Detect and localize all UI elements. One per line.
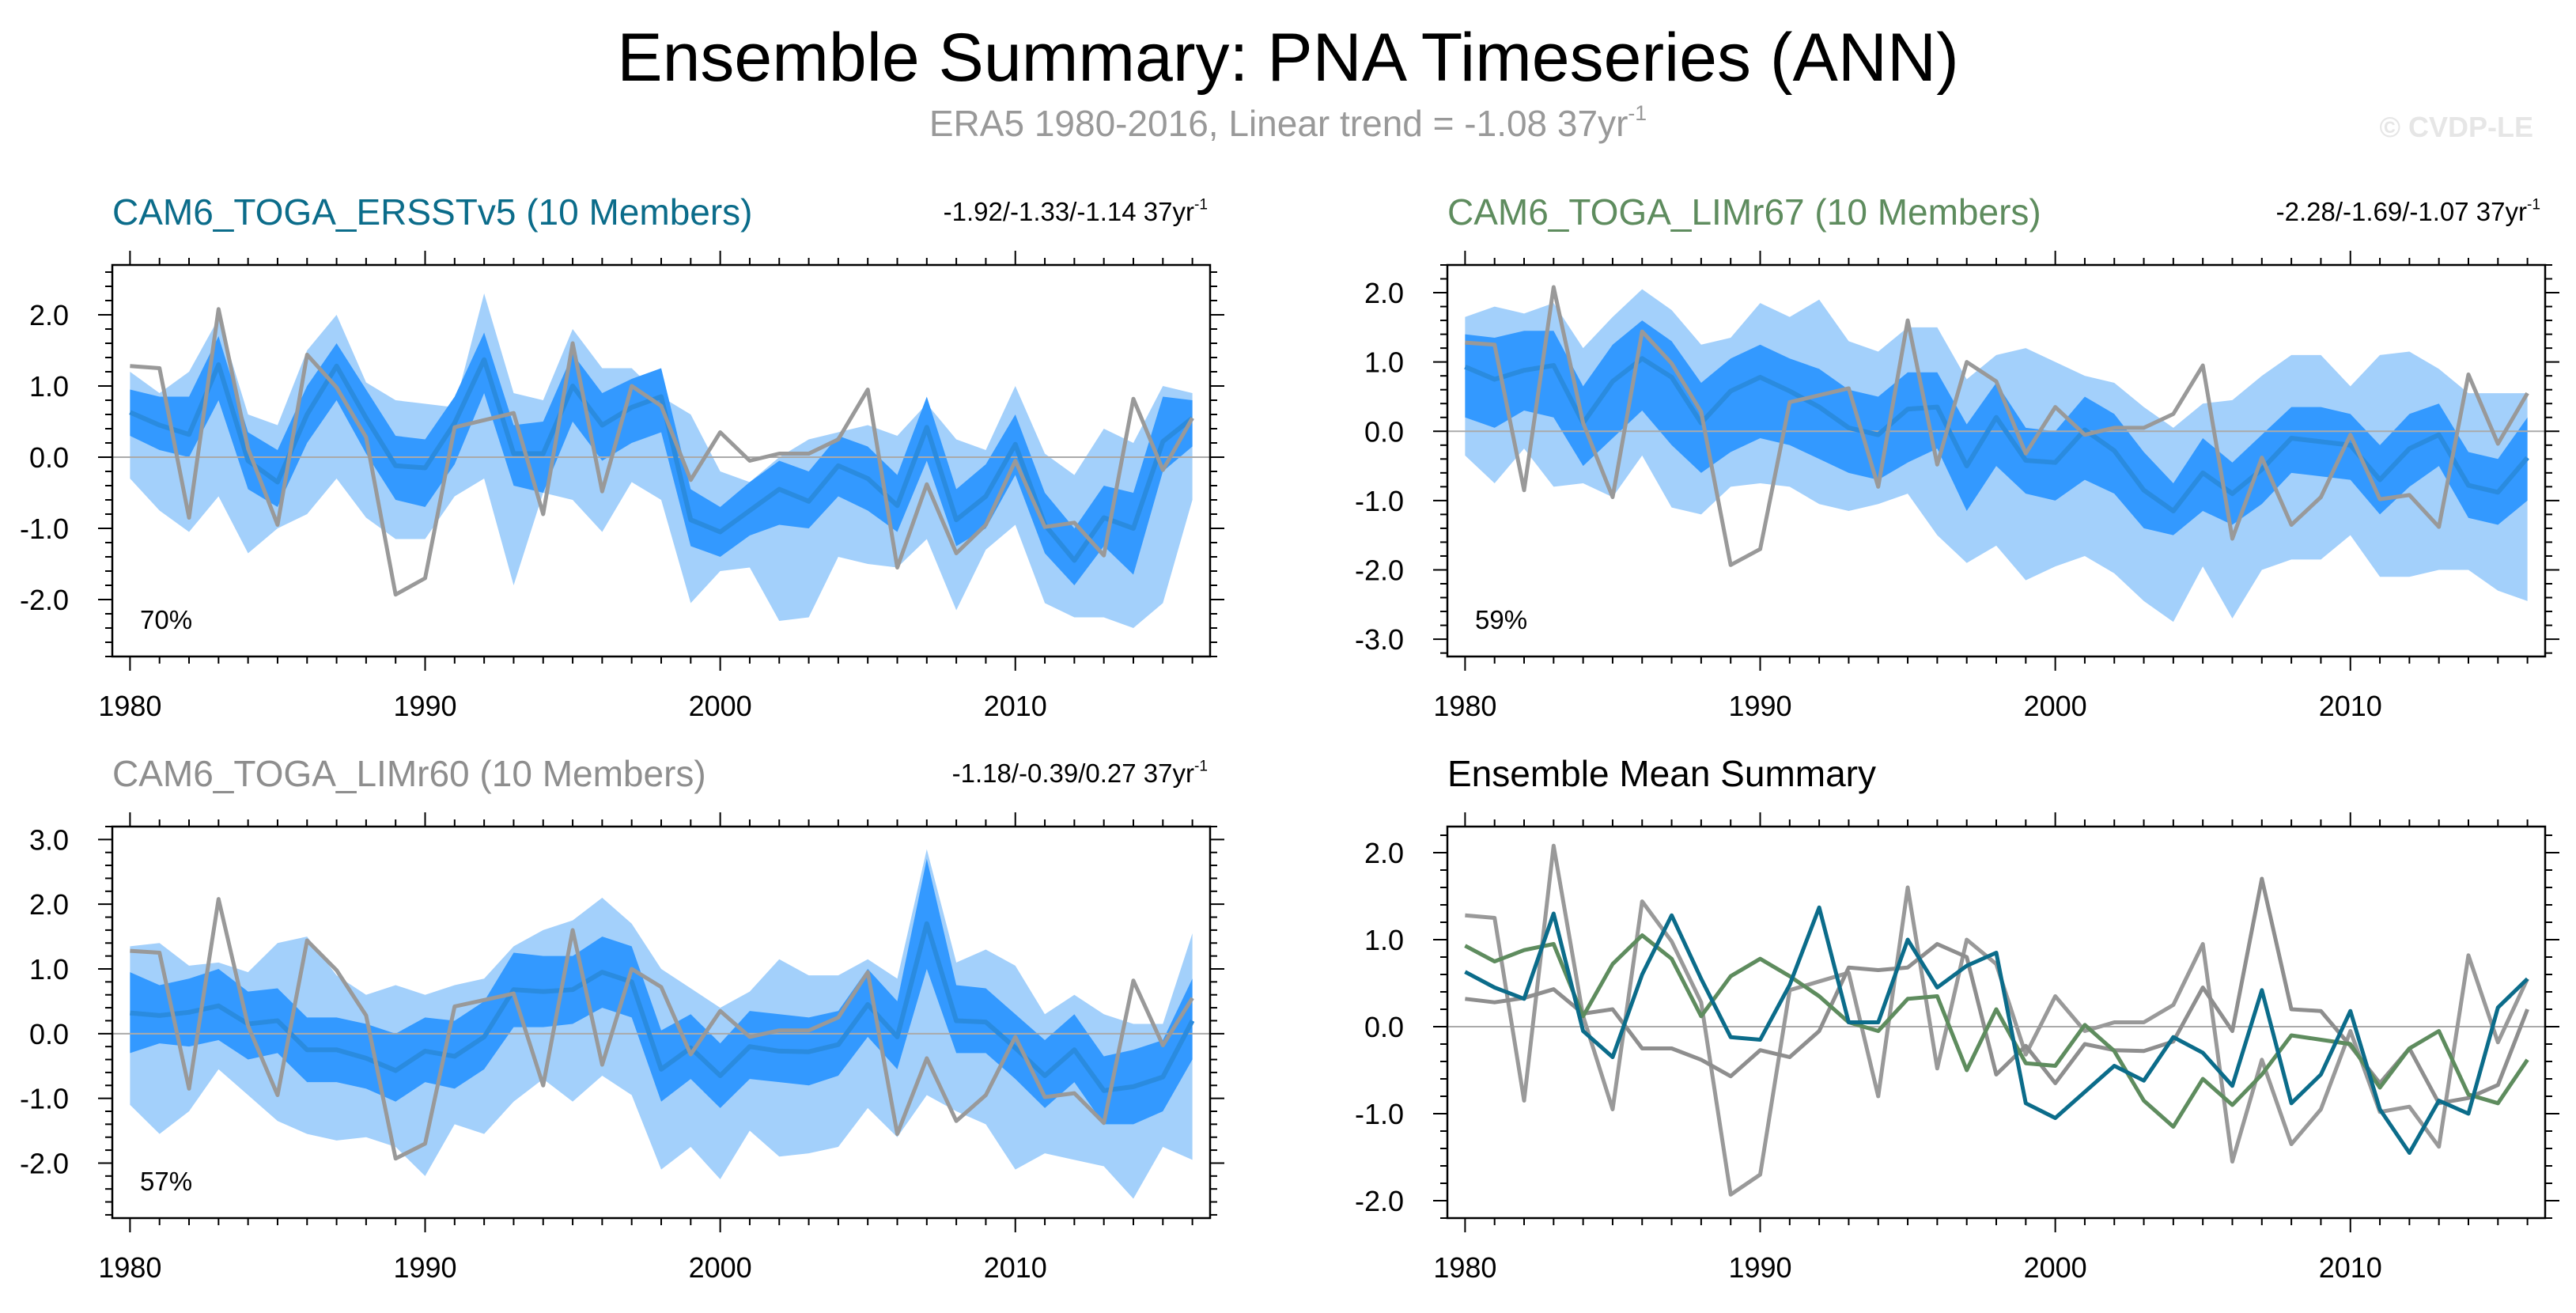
y-tick-label: 3.0 [29,823,69,856]
panel-3-title: CAM6_TOGA_LIMr60 (10 Members) [112,753,706,794]
panel-1-title: CAM6_TOGA_ERSSTv5 (10 Members) [112,191,753,233]
panel-1-trend-text: -1.92/-1.33/-1.14 37yr [943,197,1194,226]
panel-3-trend: -1.18/-0.39/0.27 37yr-1 [952,758,1208,789]
watermark: © CVDP-LE [2379,111,2533,143]
panel-1-plot: 1980 1990 2000 2010 -2.0 -1.0 0.0 1.0 2.0 70% [20,251,1224,722]
y-tick-label: -2.0 [20,1147,69,1179]
panel-3-trend-text: -1.18/-0.39/0.27 37yr [951,759,1194,788]
percent-label: 59% [1475,605,1527,634]
ensemble-mean-line [1464,356,2529,514]
y-tick-label: 2.0 [1364,277,1404,309]
y-tick-label: 0.0 [1364,415,1404,448]
y-tick-label: -1.0 [20,513,69,545]
x-tick-label: 2010 [2319,690,2382,722]
x-tick-label: 2000 [2024,1251,2087,1284]
y-tick-label: 1.0 [29,370,69,403]
percent-label: 70% [140,605,192,634]
ensemble-mean-line [130,921,1195,1093]
y-tick-label: 1.0 [1364,924,1404,956]
observed-line [1465,285,2529,567]
x-tick-label: 1980 [98,1251,161,1284]
ensemble-mean-line [129,357,1194,563]
percent-label: 57% [140,1167,192,1196]
panel-3-trend-exponent: -1 [1193,758,1208,775]
series-line-cam6-toga-ersstv5 [1464,905,2529,1155]
y-tick-label: 0.0 [29,1018,69,1050]
x-tick-label: 1990 [393,1251,456,1284]
y-tick-label: 1.0 [1364,346,1404,379]
series-line-era5 [1465,843,2529,1197]
panel-2-trend-exponent: -1 [2526,196,2540,214]
spread-inner-band [1465,320,2528,535]
spread-inner-band [130,332,1193,585]
subtitle: ERA5 1980-2016, Linear trend = -1.08 37y… [0,101,2576,146]
y-tick-label: 2.0 [1364,837,1404,869]
y-tick-label: -2.0 [1355,1185,1404,1217]
main-title: Ensemble Summary: PNA Timeseries (ANN) [617,20,1959,96]
y-tick-label: -3.0 [1355,623,1404,656]
y-tick-label: 0.0 [1364,1011,1404,1043]
x-tick-label: 1990 [393,690,456,722]
x-tick-label: 2000 [2024,690,2087,722]
series-line-cam6-toga-limr67 [1464,933,2529,1129]
y-tick-label: -2.0 [1355,554,1404,586]
y-tick-label: -2.0 [20,584,69,616]
x-tick-label: 1980 [98,690,161,722]
observed-line [130,307,1194,597]
observed-line [130,897,1194,1161]
subtitle-exponent: -1 [1628,101,1647,125]
x-tick-label: 1990 [1728,1251,1791,1284]
y-tick-label: -1.0 [20,1083,69,1115]
plot-frame [1446,825,2547,1220]
x-tick-label: 2010 [984,1251,1047,1284]
panel-1-trend: -1.92/-1.33/-1.14 37yr-1 [944,196,1208,228]
x-tick-label: 1980 [1433,1251,1496,1284]
y-tick-label: -1.0 [1355,1098,1404,1130]
y-tick-label: -1.0 [1355,485,1404,517]
panel-4-title: Ensemble Mean Summary [1447,753,1876,794]
x-tick-label: 2000 [689,1251,752,1284]
panel-2-trend-text: -2.28/-1.69/-1.07 37yr [2275,197,2527,226]
x-tick-label: 2000 [689,690,752,722]
y-tick-label: 2.0 [29,888,69,921]
panel-3-plot: 1980 1990 2000 2010 -2.0 -1.0 0.0 1.0 2.0 3.0 57% [20,812,1224,1284]
y-tick-label: 0.0 [29,441,69,474]
x-tick-label: 1990 [1728,690,1791,722]
x-tick-label: 2010 [984,690,1047,722]
subtitle-text: ERA5 1980-2016, Linear trend = -1.08 37y… [929,103,1628,144]
panel-4-plot: 1980 1990 2000 2010 -2.0 -1.0 0.0 1.0 2.0 [1355,812,2559,1284]
spread-outer-band [130,293,1193,628]
panel-2-trend: -2.28/-1.69/-1.07 37yr-1 [2276,196,2540,228]
panel-2-title: CAM6_TOGA_LIMr67 (10 Members) [1447,191,2041,233]
x-tick-label: 1980 [1433,690,1496,722]
y-tick-label: 2.0 [29,299,69,331]
panel-2-plot: 1980 1990 2000 2010 -3.0 -2.0 -1.0 0.0 1.0 2.0 59% [1355,251,2559,722]
panel-1-trend-exponent: -1 [1193,196,1208,214]
y-tick-label: 1.0 [29,953,69,986]
x-tick-label: 2010 [2319,1251,2382,1284]
